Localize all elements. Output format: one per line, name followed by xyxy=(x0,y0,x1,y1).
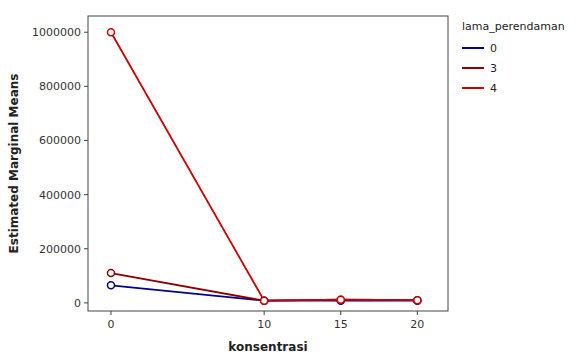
legend-swatch xyxy=(462,67,484,69)
y-tick-label: 600000 xyxy=(39,134,81,147)
y-tick-label: 800000 xyxy=(39,80,81,93)
plot-area xyxy=(107,29,420,304)
point xyxy=(414,297,421,304)
point xyxy=(107,282,114,289)
x-tick xyxy=(417,311,418,315)
x-tick-label: 0 xyxy=(107,318,114,331)
point xyxy=(261,297,268,304)
background xyxy=(0,0,578,363)
y-tick-label: 200000 xyxy=(39,243,81,256)
x-tick-label: 15 xyxy=(334,318,348,331)
legend-swatch xyxy=(462,47,484,49)
legend: lama_perendaman 0 3 4 xyxy=(462,20,565,95)
y-axis-label: Estimated Marginal Means xyxy=(7,74,21,254)
y-tick xyxy=(84,302,88,303)
x-tick xyxy=(340,311,341,315)
point xyxy=(107,29,114,36)
legend-title: lama_perendaman xyxy=(462,20,565,33)
y-tick-label: 400000 xyxy=(39,189,81,202)
x-tick-label: 10 xyxy=(257,318,271,331)
x-axis-label: konsentrasi xyxy=(228,340,307,354)
point xyxy=(107,270,114,277)
y-tick xyxy=(84,140,88,141)
legend-label: 0 xyxy=(490,42,497,55)
series-line xyxy=(111,32,417,300)
y-tick xyxy=(84,32,88,33)
y-tick xyxy=(84,86,88,87)
plot-frame xyxy=(88,16,448,311)
legend-swatch xyxy=(462,87,484,89)
point xyxy=(414,297,421,304)
chart: 0 200000 400000 600000 800000 1000000 0 10 15 20 k… xyxy=(0,0,578,363)
x-tick xyxy=(264,311,265,315)
x-tick-label: 20 xyxy=(410,318,424,331)
x-tick xyxy=(110,311,111,315)
y-tick xyxy=(84,194,88,195)
y-tick-label: 0 xyxy=(74,297,81,310)
point xyxy=(414,297,421,304)
point xyxy=(261,297,268,304)
y-tick xyxy=(84,248,88,249)
point xyxy=(337,296,344,303)
legend-label: 4 xyxy=(490,82,497,95)
point xyxy=(337,296,344,303)
legend-label: 3 xyxy=(490,62,497,75)
y-tick-label: 1000000 xyxy=(32,26,81,39)
point xyxy=(261,297,268,304)
